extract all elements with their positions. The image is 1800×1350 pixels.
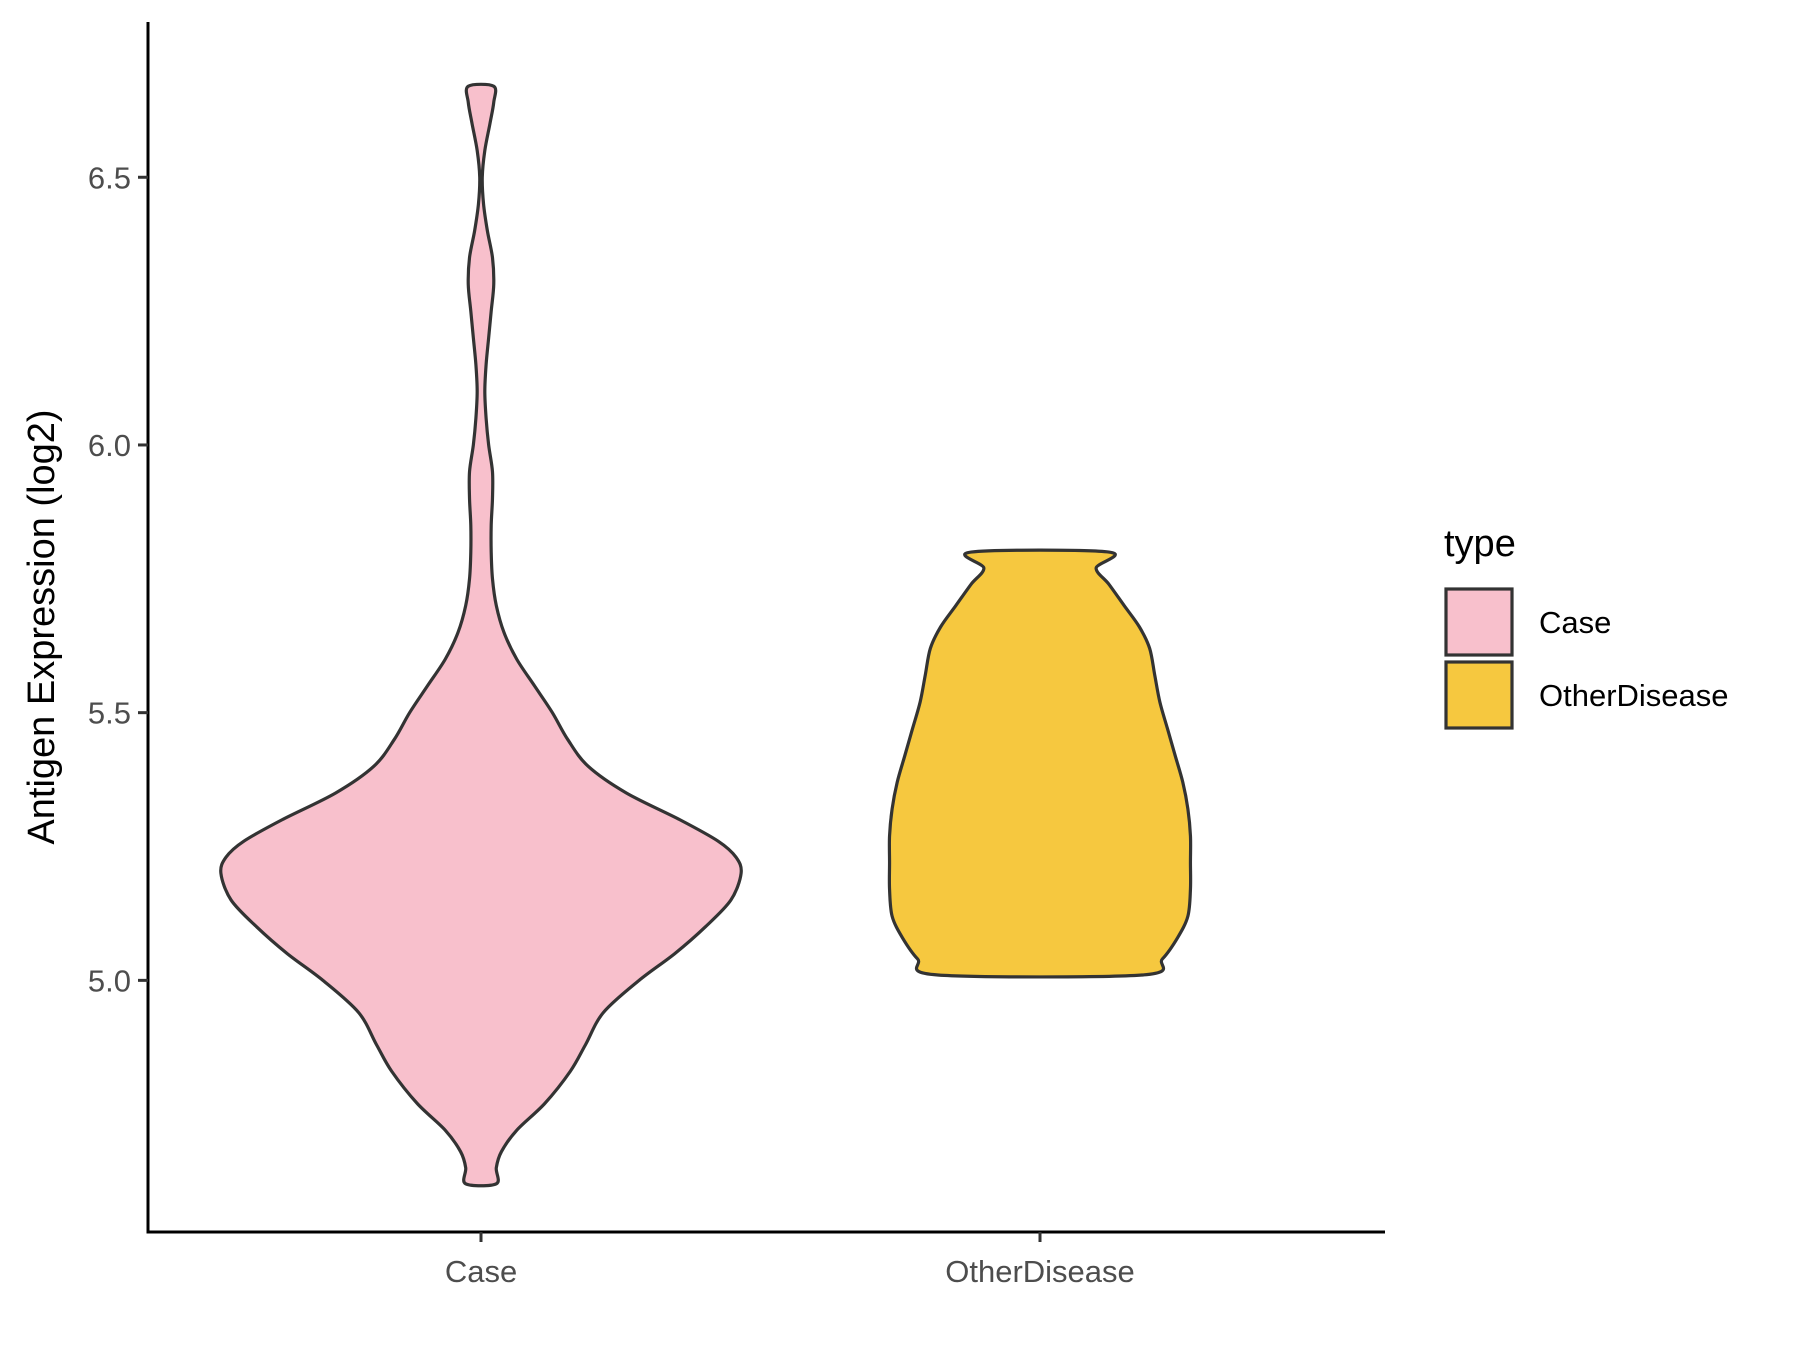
legend: type Case OtherDisease bbox=[1444, 523, 1729, 730]
violin-otherdisease bbox=[887, 548, 1193, 979]
violins bbox=[219, 82, 1193, 1188]
y-axis-title: Antigen Expression (log2) bbox=[21, 409, 63, 844]
x-tick-label: Case bbox=[445, 1254, 517, 1289]
legend-swatch-case bbox=[1444, 587, 1514, 657]
x-ticks: Case OtherDisease bbox=[445, 1232, 1135, 1289]
y-ticks: 5.0 5.5 6.0 6.5 bbox=[88, 160, 148, 998]
violin-case bbox=[219, 82, 743, 1188]
y-tick-label: 6.0 bbox=[88, 428, 131, 463]
y-tick-label: 6.5 bbox=[88, 160, 131, 195]
x-tick-label: OtherDisease bbox=[945, 1254, 1135, 1289]
y-tick-label: 5.5 bbox=[88, 696, 131, 731]
legend-swatch-otherdisease bbox=[1444, 660, 1514, 730]
legend-title: type bbox=[1444, 523, 1516, 565]
legend-label-case: Case bbox=[1539, 605, 1611, 640]
legend-label-otherdisease: OtherDisease bbox=[1539, 678, 1729, 713]
y-tick-label: 5.0 bbox=[88, 963, 131, 998]
